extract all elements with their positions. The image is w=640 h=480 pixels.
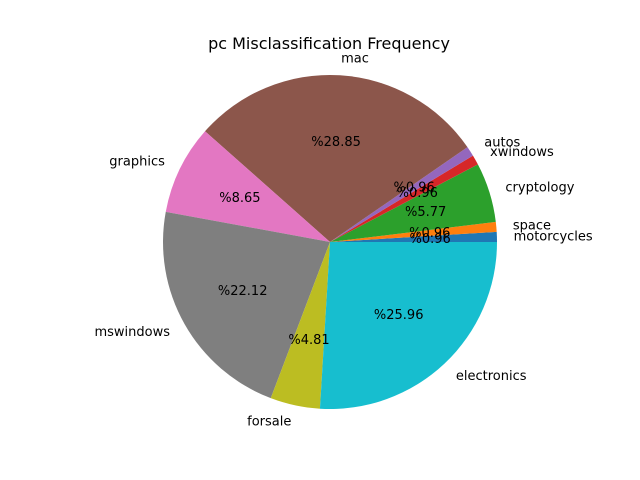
pie-slice-cryptology xyxy=(330,164,496,242)
chart-title: pc Misclassification Frequency xyxy=(208,34,450,53)
slice-label-motorcycles: motorcycles xyxy=(514,230,593,245)
pie-slice-forsale xyxy=(270,242,330,409)
pct-label-mswindows: %22.12 xyxy=(218,284,268,299)
pie-slice-motorcycles xyxy=(330,231,497,242)
pie-slice-electronics xyxy=(319,242,497,410)
slice-label-space: space xyxy=(513,218,551,233)
slice-label-mac: mac xyxy=(341,52,369,67)
pie-slice-autos xyxy=(330,147,473,242)
slice-label-mswindows: mswindows xyxy=(94,325,170,340)
pct-label-xwindows: %0.96 xyxy=(397,186,438,201)
pct-label-mac: %28.85 xyxy=(311,135,361,150)
slice-label-electronics: electronics xyxy=(456,369,527,384)
slice-label-forsale: forsale xyxy=(247,415,291,430)
slice-label-autos: autos xyxy=(484,135,520,150)
pct-label-autos: %0.96 xyxy=(394,181,435,196)
pie-slices xyxy=(163,75,497,410)
pct-label-motorcycles: %0.96 xyxy=(410,232,451,247)
pie-slice-xwindows xyxy=(330,155,478,242)
slice-label-graphics: graphics xyxy=(109,155,165,170)
slice-label-xwindows: xwindows xyxy=(490,145,554,160)
pct-label-forsale: %4.81 xyxy=(288,333,329,348)
pie-slice-mac xyxy=(205,75,468,242)
pct-label-cryptology: %5.77 xyxy=(405,205,446,220)
slice-label-cryptology: cryptology xyxy=(505,180,574,195)
pie-labels: motorcycles %0.96 space %0.96 cryptology %5.7… xyxy=(94,52,592,430)
pie-slice-space xyxy=(330,221,497,242)
pct-label-electronics: %25.96 xyxy=(374,308,424,323)
pct-label-graphics: %8.65 xyxy=(219,191,260,206)
pct-label-space: %0.96 xyxy=(409,226,450,241)
pie-slice-mswindows xyxy=(163,211,330,399)
pie-slice-graphics xyxy=(165,131,330,242)
